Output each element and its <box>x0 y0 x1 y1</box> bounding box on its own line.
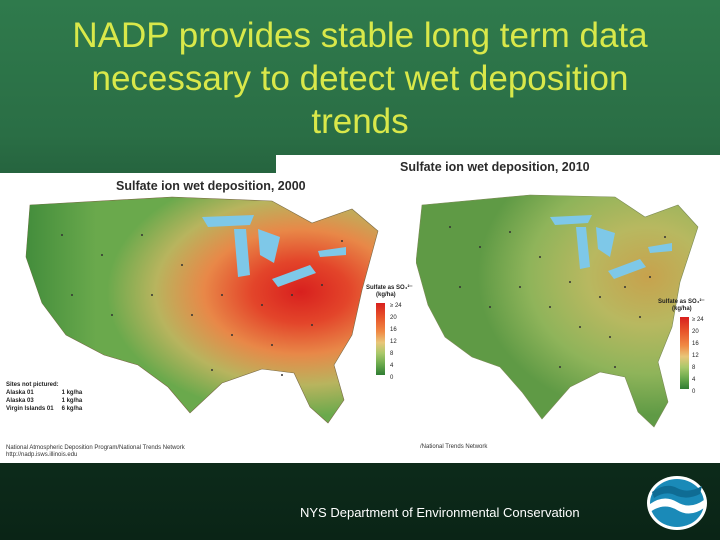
credit-line-2: http://nadp.isws.illinois.edu <box>6 452 78 458</box>
legend-tick: 12 <box>390 339 397 345</box>
us-map-2000 <box>25 196 379 424</box>
credit-line-1: National Atmospheric Deposition Program/… <box>6 445 185 451</box>
legend-tick: 8 <box>390 351 394 357</box>
legend-2000: Sulfate as SO₄²⁻ (kg/ha) ≥ 24 20 16 12 8… <box>366 285 413 381</box>
legend-ticks-2000: ≥ 24 20 16 12 8 4 0 <box>390 300 402 384</box>
great-lakes-2000 <box>202 215 346 287</box>
legend-tick: ≥ 24 <box>390 303 402 309</box>
legend-2010: Sulfate as SO₄²⁻ (kg/ha) ≥ 24 20 16 12 8… <box>658 299 705 395</box>
legend-unit-2000: (kg/ha) <box>376 292 396 298</box>
title-line-2: necessary to detect wet deposition <box>91 59 629 98</box>
legend-tick: 4 <box>692 377 696 383</box>
sites-2000 <box>61 234 343 376</box>
legend-tick: 20 <box>692 329 699 335</box>
site-value: 6 kg/ha <box>61 406 83 412</box>
legend-tick: 0 <box>390 375 394 381</box>
great-lakes-2010 <box>550 215 672 279</box>
legend-tick: 12 <box>692 353 699 359</box>
site-value: 1 kg/ha <box>61 390 83 396</box>
footer-agency-name: NYS Department of Environmental Conserva… <box>300 505 580 520</box>
slide-title: NADP provides stable long term data nece… <box>40 14 680 143</box>
us-map-2010 <box>415 194 699 428</box>
legend-tick: 16 <box>692 341 699 347</box>
legend-title-2010: Sulfate as SO₄²⁻ <box>658 299 705 305</box>
sites-not-pictured: Sites not pictured: Alaska 01 1 kg/ha Al… <box>6 381 90 413</box>
title-line-1: NADP provides stable long term data <box>72 16 648 55</box>
sites-2010 <box>449 226 666 368</box>
legend-tick: 8 <box>692 365 696 371</box>
legend-tick: 4 <box>390 363 394 369</box>
credit-2010: /National Trends Network <box>420 444 488 450</box>
site-row: Alaska 03 1 kg/ha <box>6 397 90 405</box>
site-value: 1 kg/ha <box>61 398 83 404</box>
sites-table: Alaska 01 1 kg/ha Alaska 03 1 kg/ha Virg… <box>6 389 90 413</box>
map-title-2000: Sulfate ion wet deposition, 2000 <box>116 179 306 193</box>
legend-title-2000: Sulfate as SO₄²⁻ <box>366 285 413 291</box>
legend-tick: ≥ 24 <box>692 317 704 323</box>
legend-tick: 20 <box>390 315 397 321</box>
legend-colorbar-2000 <box>376 303 385 375</box>
site-row: Alaska 01 1 kg/ha <box>6 389 90 397</box>
site-name: Alaska 03 <box>6 398 34 404</box>
site-row: Virgin Islands 01 6 kg/ha <box>6 405 90 413</box>
sites-header: Sites not pictured: <box>6 382 59 388</box>
legend-tick: 0 <box>692 389 696 395</box>
credit-2000: National Atmospheric Deposition Program/… <box>6 445 185 459</box>
legend-unit-2010: (kg/ha) <box>672 306 692 312</box>
legend-colorbar-2010 <box>680 317 689 389</box>
legend-ticks-2010: ≥ 24 20 16 12 8 4 0 <box>692 314 704 398</box>
site-name: Virgin Islands 01 <box>6 406 54 412</box>
map-panel-2000: Sulfate ion wet deposition, 2000 <box>0 173 416 463</box>
title-line-3: trends <box>311 102 409 141</box>
site-name: Alaska 01 <box>6 390 34 396</box>
legend-tick: 16 <box>390 327 397 333</box>
map-title-2010: Sulfate ion wet deposition, 2010 <box>400 160 590 174</box>
nysdec-logo-icon <box>647 476 707 530</box>
